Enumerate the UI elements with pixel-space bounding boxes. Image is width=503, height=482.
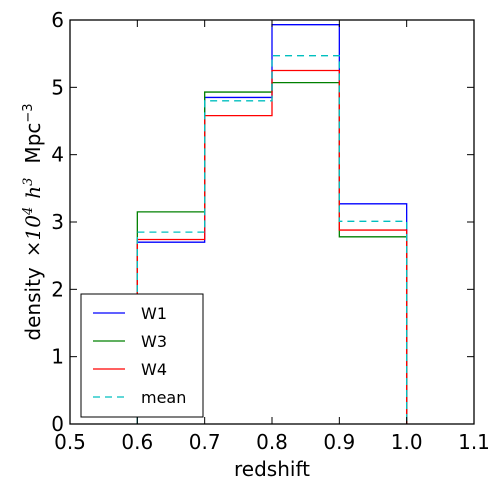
- y-tick-label: 0: [51, 412, 64, 436]
- x-tick-label: 1.0: [391, 430, 423, 454]
- ticklabels-layer: 0.5 0.6 0.7 0.8 0.9 1.0 1.1 0 1 2 3 4 5 6: [51, 8, 490, 454]
- series-W4: [136, 69, 408, 424]
- x-tick-label: 1.1: [458, 430, 490, 454]
- x-tick-label: 0.8: [256, 430, 288, 454]
- y-tick-label: 1: [51, 345, 64, 369]
- y-label-exp2: 3: [21, 178, 36, 186]
- x-axis-label: redshift: [234, 457, 310, 481]
- x-tick-label: 0.6: [121, 430, 153, 454]
- y-tick-label: 3: [51, 210, 64, 234]
- y-label-times: ×10: [21, 215, 45, 257]
- legend: W1 W3 W4 mean: [80, 293, 204, 418]
- y-label-unit-exp: −3: [21, 103, 36, 122]
- legend-label-mean: mean: [141, 388, 186, 407]
- legend-frame: [80, 293, 204, 418]
- y-label-unit: Mpc: [21, 123, 45, 164]
- ticks-layer: [69, 19, 475, 425]
- legend-label-W4: W4: [141, 360, 167, 379]
- y-tick-label: 5: [51, 75, 64, 99]
- x-tick-label: 0.5: [54, 430, 86, 454]
- y-axis-label: density ×104 h3 Mpc−3: [21, 103, 45, 340]
- y-label-word: density: [21, 267, 45, 340]
- y-tick-label: 2: [51, 277, 64, 301]
- y-label-h: h: [21, 186, 45, 199]
- y-tick-label: 4: [51, 143, 64, 167]
- series-mean: [136, 55, 408, 424]
- x-tick-label: 0.9: [323, 430, 355, 454]
- legend-label-W3: W3: [141, 332, 167, 351]
- y-axis-label-group: density ×104 h3 Mpc−3: [21, 103, 45, 340]
- legend-label-W1: W1: [141, 304, 167, 323]
- y-label-exp1: 4: [21, 207, 36, 216]
- x-tick-label: 0.7: [189, 430, 221, 454]
- series-layer: [136, 24, 408, 424]
- y-tick-label: 6: [51, 8, 64, 32]
